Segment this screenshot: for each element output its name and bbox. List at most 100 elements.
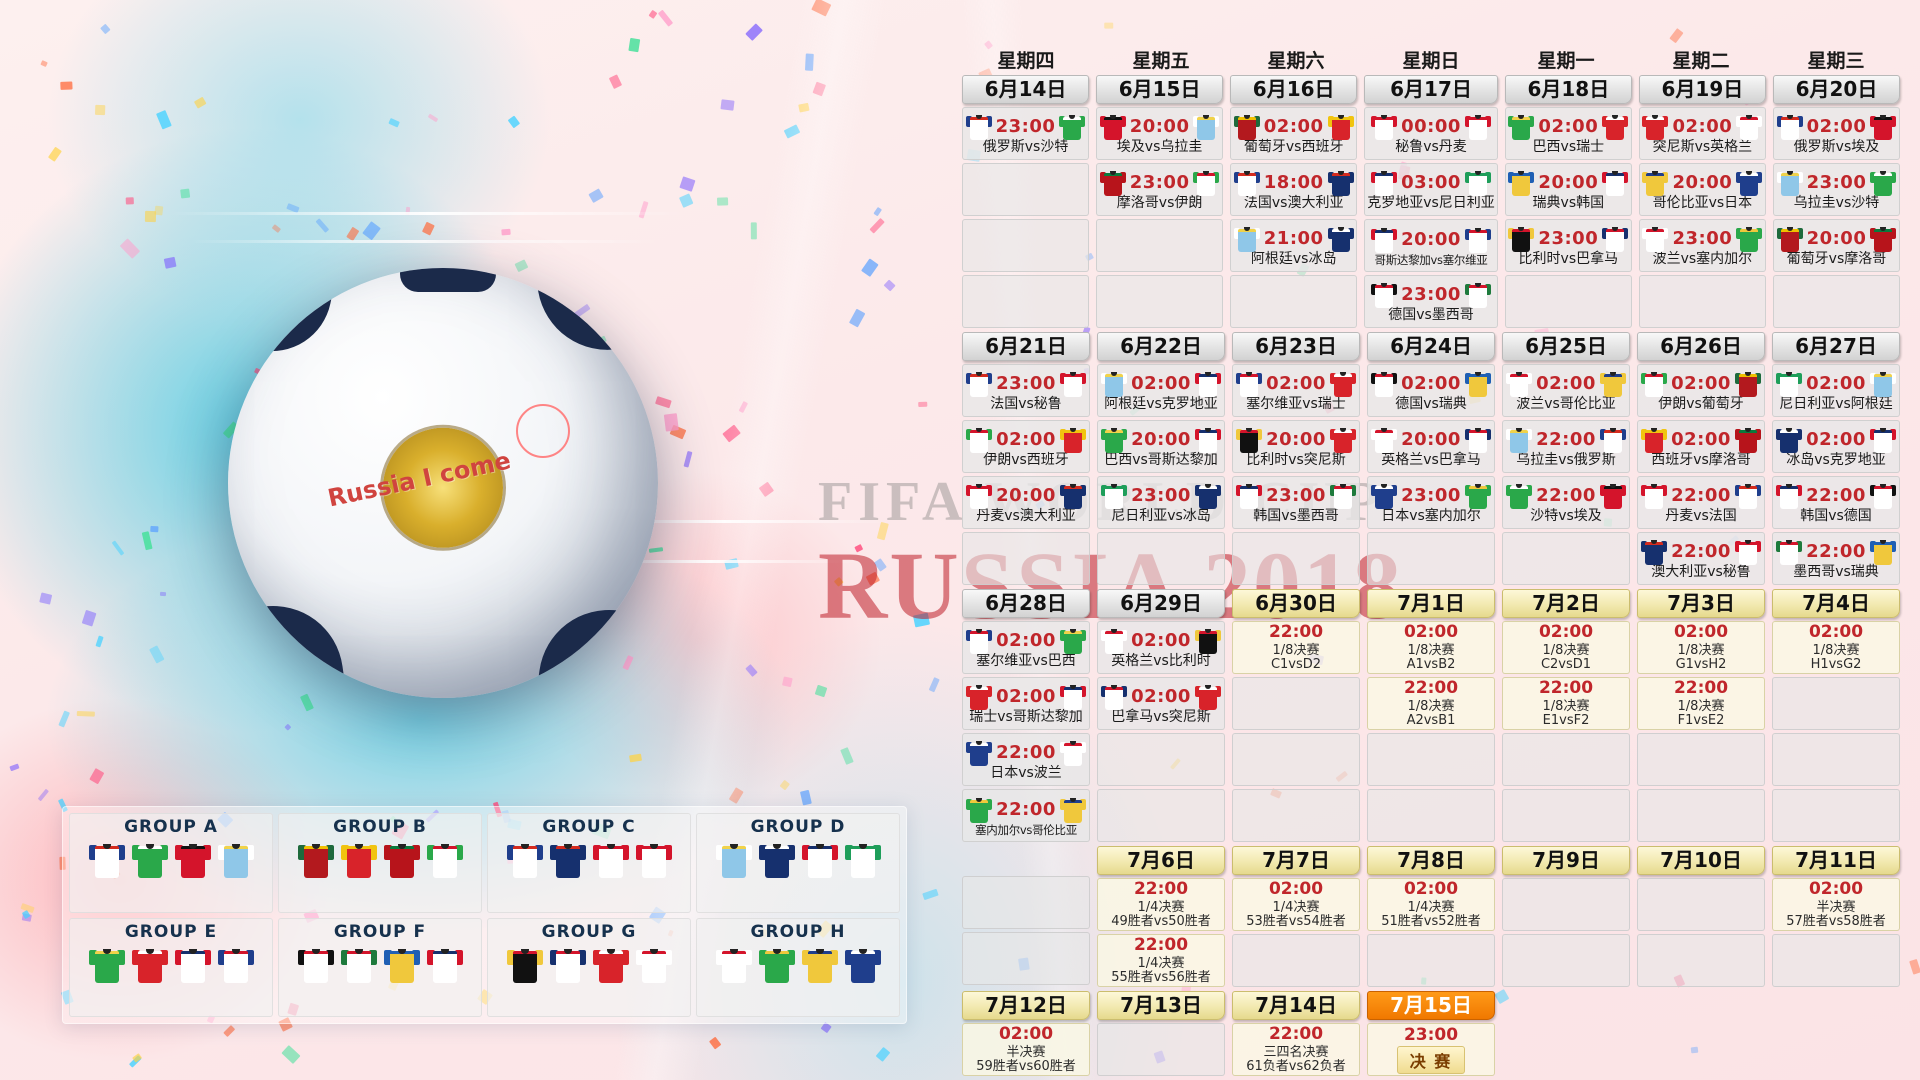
match-cell[interactable]: 02:00 波兰vs哥伦比亚 (1502, 364, 1630, 417)
date-chip-7月9日[interactable]: 7月9日 (1502, 846, 1630, 875)
match-cell[interactable]: 20:00 哥斯达黎加vs塞尔维亚 (1364, 219, 1498, 272)
date-chip-7月11日[interactable]: 7月11日 (1772, 846, 1900, 875)
date-chip-7月4日[interactable]: 7月4日 (1772, 589, 1900, 618)
match-cell[interactable]: 18:00 法国vs澳大利亚 (1230, 163, 1357, 216)
match-cell[interactable]: 22:00 1/4决赛 55胜者vs56胜者 (1097, 934, 1225, 987)
date-chip-6月29日[interactable]: 6月29日 (1097, 589, 1225, 618)
match-cell[interactable]: 02:00 塞尔维亚vs巴西 (962, 621, 1090, 674)
match-cell[interactable]: 02:00 半决赛 59胜者vs60胜者 (962, 1023, 1090, 1076)
date-chip-7月1日[interactable]: 7月1日 (1367, 589, 1495, 618)
match-cell[interactable]: 22:00 1/8决赛 A2vsB1 (1367, 677, 1495, 730)
match-cell[interactable]: 20:00 葡萄牙vs摩洛哥 (1773, 219, 1900, 272)
match-cell[interactable]: 20:00 比利时vs突尼斯 (1232, 420, 1360, 473)
match-cell[interactable]: 23:00 乌拉圭vs沙特 (1773, 163, 1900, 216)
match-cell[interactable]: 23:00 日本vs塞内加尔 (1367, 476, 1495, 529)
match-cell[interactable]: 03:00 克罗地亚vs尼日利亚 (1364, 163, 1498, 216)
match-cell[interactable]: 02:00 塞尔维亚vs瑞士 (1232, 364, 1360, 417)
group-card-group-d[interactable]: GROUP D (696, 813, 900, 913)
match-cell[interactable]: 02:00 伊朗vs葡萄牙 (1637, 364, 1765, 417)
date-chip-6月15日[interactable]: 6月15日 (1096, 75, 1223, 104)
match-cell[interactable]: 20:00 哥伦比亚vs日本 (1639, 163, 1766, 216)
match-cell[interactable]: 22:00 塞内加尔vs哥伦比亚 (962, 789, 1090, 842)
match-cell[interactable]: 02:00 巴拿马vs突尼斯 (1097, 677, 1225, 730)
match-cell[interactable]: 20:00 巴西vs哥斯达黎加 (1097, 420, 1225, 473)
match-cell[interactable]: 00:00 秘鲁vs丹麦 (1364, 107, 1498, 160)
match-cell[interactable]: 02:00 英格兰vs比利时 (1097, 621, 1225, 674)
match-cell[interactable]: 02:00 巴西vs瑞士 (1505, 107, 1632, 160)
date-chip-6月27日[interactable]: 6月27日 (1772, 332, 1900, 361)
date-chip-6月18日[interactable]: 6月18日 (1505, 75, 1632, 104)
date-chip-6月28日[interactable]: 6月28日 (962, 589, 1090, 618)
match-cell[interactable]: 22:00 澳大利亚vs秘鲁 (1637, 532, 1765, 585)
match-cell[interactable]: 20:00 瑞典vs韩国 (1505, 163, 1632, 216)
match-cell[interactable]: 23:00 俄罗斯vs沙特 (962, 107, 1089, 160)
date-chip-6月22日[interactable]: 6月22日 (1097, 332, 1225, 361)
date-chip-6月19日[interactable]: 6月19日 (1639, 75, 1766, 104)
match-cell[interactable]: 20:00 埃及vs乌拉圭 (1096, 107, 1223, 160)
match-cell[interactable]: 23:00 韩国vs墨西哥 (1232, 476, 1360, 529)
date-chip-6月30日[interactable]: 6月30日 (1232, 589, 1360, 618)
date-chip-7月8日[interactable]: 7月8日 (1367, 846, 1495, 875)
match-cell[interactable]: 02:00 阿根廷vs克罗地亚 (1097, 364, 1225, 417)
date-chip-6月16日[interactable]: 6月16日 (1230, 75, 1357, 104)
date-chip-7月14日[interactable]: 7月14日 (1232, 991, 1360, 1020)
group-card-group-h[interactable]: GROUP H (696, 918, 900, 1018)
match-cell[interactable]: 02:00 1/8决赛 C2vsD1 (1502, 621, 1630, 674)
match-cell[interactable]: 22:00 日本vs波兰 (962, 733, 1090, 786)
match-cell[interactable]: 02:00 德国vs瑞典 (1367, 364, 1495, 417)
match-cell[interactable]: 20:00 英格兰vs巴拿马 (1367, 420, 1495, 473)
match-cell[interactable]: 02:00 葡萄牙vs西班牙 (1230, 107, 1357, 160)
match-cell[interactable]: 21:00 阿根廷vs冰岛 (1230, 219, 1357, 272)
date-chip-7月3日[interactable]: 7月3日 (1637, 589, 1765, 618)
date-chip-6月23日[interactable]: 6月23日 (1232, 332, 1360, 361)
group-card-group-c[interactable]: GROUP C (487, 813, 691, 913)
match-cell[interactable]: 22:00 三四名决赛 61负者vs62负者 (1232, 1023, 1360, 1076)
match-cell[interactable]: 02:00 突尼斯vs英格兰 (1639, 107, 1766, 160)
match-cell[interactable]: 02:00 伊朗vs西班牙 (962, 420, 1090, 473)
match-cell[interactable]: 22:00 墨西哥vs瑞典 (1772, 532, 1900, 585)
date-chip-7月13日[interactable]: 7月13日 (1097, 991, 1225, 1020)
date-chip-6月26日[interactable]: 6月26日 (1637, 332, 1765, 361)
match-cell[interactable]: 02:00 西班牙vs摩洛哥 (1637, 420, 1765, 473)
group-card-group-b[interactable]: GROUP B (278, 813, 482, 913)
date-chip-6月14日[interactable]: 6月14日 (962, 75, 1089, 104)
group-card-group-a[interactable]: GROUP A (69, 813, 273, 913)
date-chip-7月7日[interactable]: 7月7日 (1232, 846, 1360, 875)
match-cell[interactable]: 22:00 1/8决赛 C1vsD2 (1232, 621, 1360, 674)
match-cell[interactable]: 02:00 1/4决赛 51胜者vs52胜者 (1367, 878, 1495, 931)
match-cell[interactable]: 02:00 半决赛 57胜者vs58胜者 (1772, 878, 1900, 931)
match-cell[interactable]: 22:00 沙特vs埃及 (1502, 476, 1630, 529)
match-cell[interactable]: 22:00 丹麦vs法国 (1637, 476, 1765, 529)
match-cell[interactable]: 23:00 决 赛 (1367, 1023, 1495, 1076)
match-cell[interactable]: 02:00 1/4决赛 53胜者vs54胜者 (1232, 878, 1360, 931)
group-card-group-f[interactable]: GROUP F (278, 918, 482, 1018)
date-chip-6月25日[interactable]: 6月25日 (1502, 332, 1630, 361)
match-cell[interactable]: 02:00 冰岛vs克罗地亚 (1772, 420, 1900, 473)
match-cell[interactable]: 22:00 韩国vs德国 (1772, 476, 1900, 529)
date-chip-7月10日[interactable]: 7月10日 (1637, 846, 1765, 875)
group-card-group-g[interactable]: GROUP G (487, 918, 691, 1018)
date-chip-6月17日[interactable]: 6月17日 (1364, 75, 1498, 104)
date-chip-6月20日[interactable]: 6月20日 (1773, 75, 1900, 104)
date-chip-7月2日[interactable]: 7月2日 (1502, 589, 1630, 618)
match-cell[interactable]: 20:00 丹麦vs澳大利亚 (962, 476, 1090, 529)
match-cell[interactable]: 02:00 瑞士vs哥斯达黎加 (962, 677, 1090, 730)
match-cell[interactable]: 23:00 法国vs秘鲁 (962, 364, 1090, 417)
date-chip-7月15日[interactable]: 7月15日 (1367, 991, 1495, 1020)
date-chip-7月12日[interactable]: 7月12日 (962, 991, 1090, 1020)
match-cell[interactable]: 22:00 乌拉圭vs俄罗斯 (1502, 420, 1630, 473)
match-cell[interactable]: 22:00 1/8决赛 F1vsE2 (1637, 677, 1765, 730)
date-chip-6月24日[interactable]: 6月24日 (1367, 332, 1495, 361)
group-card-group-e[interactable]: GROUP E (69, 918, 273, 1018)
date-chip-6月21日[interactable]: 6月21日 (962, 332, 1090, 361)
match-cell[interactable]: 22:00 1/8决赛 E1vsF2 (1502, 677, 1630, 730)
match-cell[interactable]: 23:00 德国vs墨西哥 (1364, 275, 1498, 328)
match-cell[interactable]: 02:00 俄罗斯vs埃及 (1773, 107, 1900, 160)
match-cell[interactable]: 22:00 1/4决赛 49胜者vs50胜者 (1097, 878, 1225, 931)
match-cell[interactable]: 23:00 波兰vs塞内加尔 (1639, 219, 1766, 272)
match-cell[interactable]: 23:00 摩洛哥vs伊朗 (1096, 163, 1223, 216)
match-cell[interactable]: 02:00 1/8决赛 G1vsH2 (1637, 621, 1765, 674)
match-cell[interactable]: 02:00 1/8决赛 H1vsG2 (1772, 621, 1900, 674)
date-chip-7月6日[interactable]: 7月6日 (1097, 846, 1225, 875)
match-cell[interactable]: 02:00 尼日利亚vs阿根廷 (1772, 364, 1900, 417)
